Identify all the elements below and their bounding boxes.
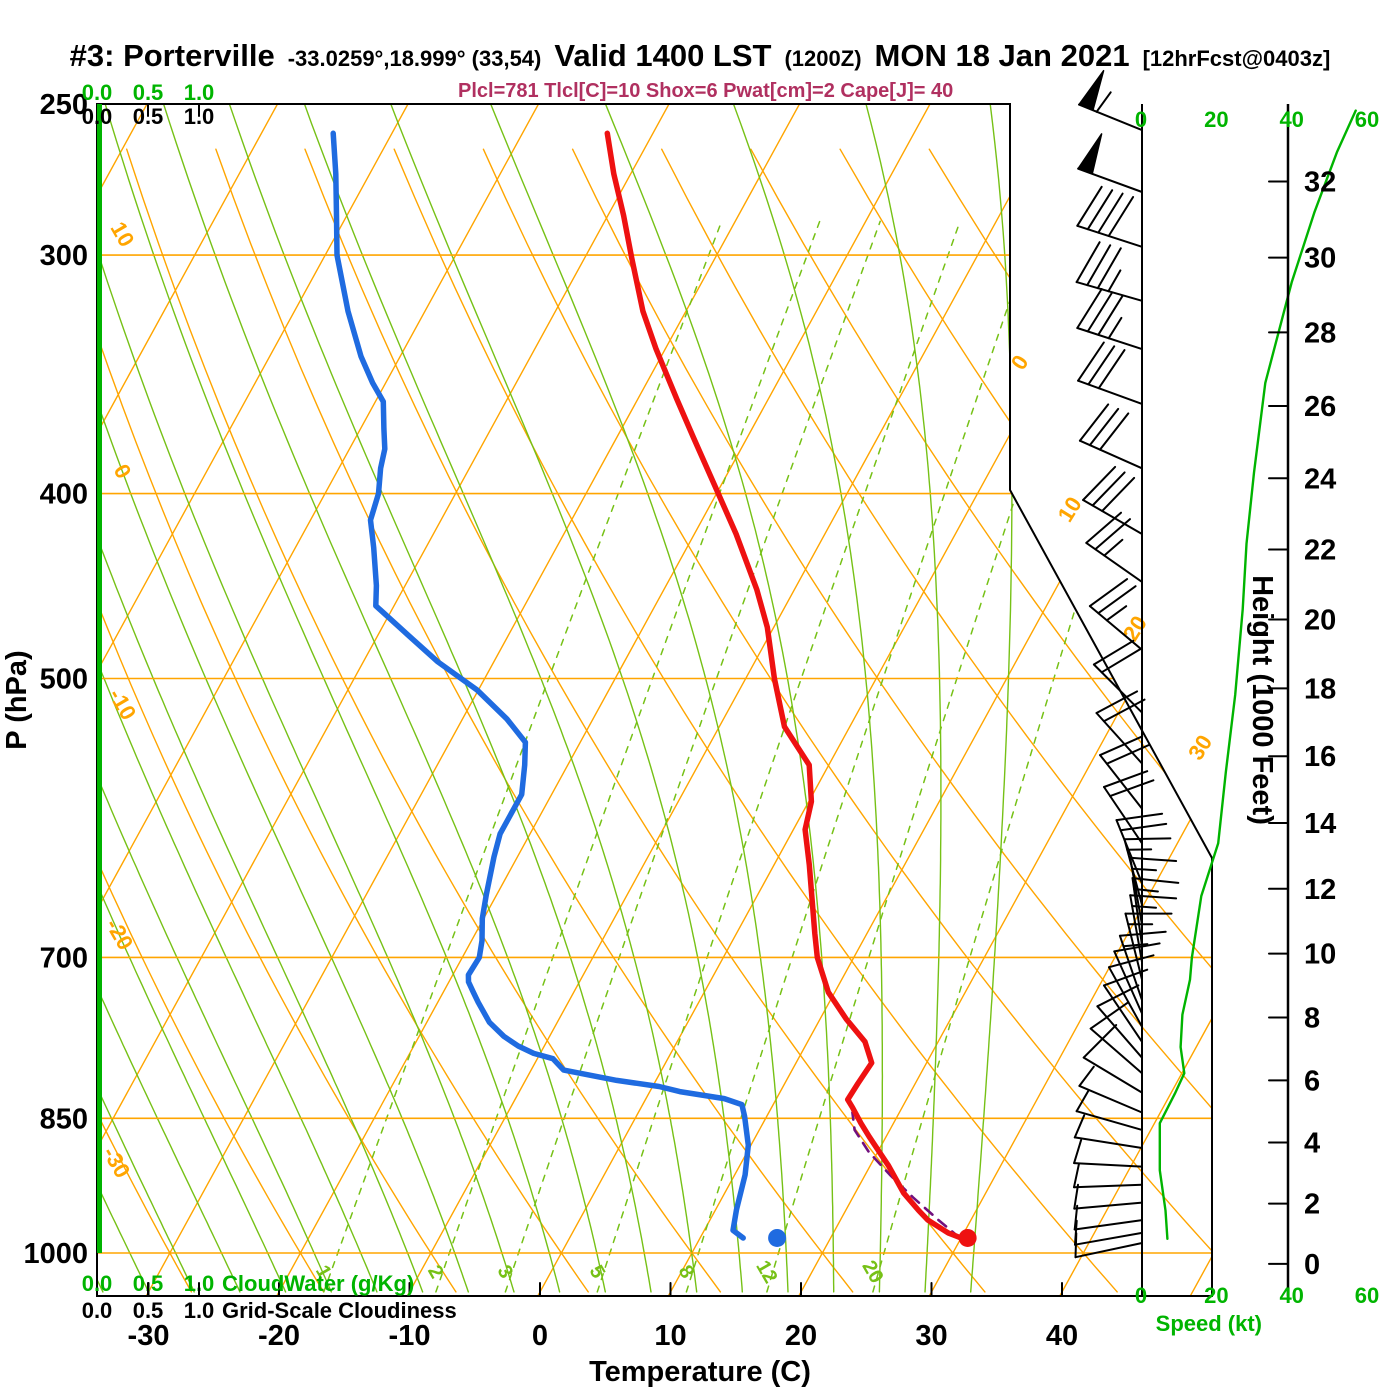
svg-text:0: 0 <box>1304 1249 1320 1281</box>
station-name: #3: Porterville <box>69 38 275 73</box>
dewpoint-curve <box>330 130 752 1241</box>
svg-text:0.0: 0.0 <box>82 104 113 129</box>
svg-text:1.0: 1.0 <box>184 1298 215 1323</box>
svg-text:0: 0 <box>1135 107 1147 132</box>
svg-text:30: 30 <box>1304 243 1336 275</box>
svg-text:2: 2 <box>1304 1189 1320 1221</box>
svg-text:16: 16 <box>1304 741 1336 773</box>
svg-text:10: 10 <box>654 1320 686 1352</box>
svg-text:250: 250 <box>40 89 88 121</box>
sounding-indices: Plcl=781 Tlcl[C]=10 Shox=6 Pwat[cm]=2 Ca… <box>458 80 954 102</box>
svg-text:CloudWater (g/Kg): CloudWater (g/Kg) <box>222 1271 414 1296</box>
svg-text:18: 18 <box>1304 673 1336 705</box>
svg-text:Height (1000 Feet): Height (1000 Feet) <box>1246 575 1278 825</box>
svg-text:10: 10 <box>1053 492 1087 526</box>
frame-border <box>96 103 1213 1297</box>
svg-text:-20: -20 <box>258 1320 300 1352</box>
svg-text:Temperature (C): Temperature (C) <box>589 1356 811 1388</box>
isotherm-lines <box>97 104 1212 1296</box>
pressure-gridlines <box>97 254 1212 1254</box>
svg-text:20: 20 <box>1304 604 1336 636</box>
svg-text:5: 5 <box>585 1262 610 1283</box>
station-coords: -33.0259°,18.999° (33,54) <box>287 46 542 71</box>
svg-text:28: 28 <box>1304 317 1336 349</box>
svg-text:12: 12 <box>1304 874 1336 906</box>
svg-text:0.0: 0.0 <box>82 1298 113 1323</box>
svg-text:20: 20 <box>1204 107 1228 132</box>
svg-text:20: 20 <box>857 1257 887 1287</box>
svg-text:6: 6 <box>1304 1065 1320 1097</box>
svg-text:20: 20 <box>1118 611 1152 645</box>
svg-text:40: 40 <box>1279 107 1303 132</box>
svg-text:40: 40 <box>1279 1283 1303 1308</box>
svg-text:4: 4 <box>1304 1127 1320 1159</box>
svg-text:24: 24 <box>1304 463 1336 495</box>
svg-text:1.0: 1.0 <box>184 80 215 105</box>
svg-text:10: 10 <box>1304 939 1336 971</box>
svg-text:14: 14 <box>1304 808 1336 840</box>
svg-text:400: 400 <box>40 479 88 511</box>
svg-text:300: 300 <box>40 240 88 272</box>
svg-text:8: 8 <box>1304 1002 1320 1034</box>
svg-text:30: 30 <box>1183 730 1217 764</box>
chart-title: #3: Porterville -33.0259°,18.999° (33,54… <box>0 38 1400 74</box>
svg-text:0: 0 <box>532 1320 548 1352</box>
surface-temperature-dot <box>958 1228 977 1247</box>
surface-points <box>768 1228 977 1247</box>
parcel-path <box>851 1111 962 1240</box>
svg-text:Speed (kt): Speed (kt) <box>1156 1311 1262 1336</box>
temperature-curve <box>604 130 964 1241</box>
svg-text:0.5: 0.5 <box>133 80 164 105</box>
zulu-time: (1200Z) <box>784 46 862 71</box>
valid-date: MON 18 Jan 2021 <box>874 38 1130 73</box>
svg-text:Grid-Scale Cloudiness: Grid-Scale Cloudiness <box>222 1298 457 1323</box>
svg-text:60: 60 <box>1355 107 1379 132</box>
temperature-axis: -30 -20 -10 0 10 20 30 40 Temperature (C) <box>128 1282 1078 1388</box>
surface-dewpoint-dot <box>768 1228 787 1247</box>
plot-frame <box>96 103 1213 1297</box>
svg-text:32: 32 <box>1304 166 1336 198</box>
svg-text:26: 26 <box>1304 391 1336 423</box>
moist-adiabat-lines <box>97 104 1013 1293</box>
svg-text:700: 700 <box>40 942 88 974</box>
svg-text:0: 0 <box>1135 1283 1147 1308</box>
wind-barbs <box>1073 69 1180 1296</box>
svg-text:30: 30 <box>915 1320 947 1352</box>
valid-time: Valid 1400 LST <box>554 38 772 73</box>
svg-text:20: 20 <box>785 1320 817 1352</box>
svg-text:-20: -20 <box>101 914 139 954</box>
svg-text:P (hPa): P (hPa) <box>1 650 33 749</box>
svg-text:0.0: 0.0 <box>82 1271 113 1296</box>
svg-text:-30: -30 <box>128 1320 170 1352</box>
svg-text:-10: -10 <box>389 1320 431 1352</box>
forecast-tag: [12hrFcst@0403z] <box>1142 46 1331 71</box>
pressure-axis: 250 300 400 500 700 850 1000 P (hPa) <box>1 89 88 1270</box>
dry-adiabat-lines <box>97 148 1212 1293</box>
mixing-ratio-lines <box>323 220 1199 1293</box>
svg-text:0: 0 <box>109 460 137 483</box>
svg-text:22: 22 <box>1304 534 1336 566</box>
cloudwater-scale: 0.00.00.50.51.01.00.00.00.50.51.01.0Clou… <box>82 80 457 1323</box>
svg-text:850: 850 <box>40 1103 88 1135</box>
svg-text:0.5: 0.5 <box>133 1298 164 1323</box>
svg-text:2: 2 <box>423 1262 448 1283</box>
svg-text:40: 40 <box>1046 1320 1078 1352</box>
svg-text:500: 500 <box>40 664 88 696</box>
svg-text:12: 12 <box>751 1257 781 1287</box>
svg-text:20: 20 <box>1204 1283 1228 1308</box>
svg-text:60: 60 <box>1355 1283 1379 1308</box>
svg-text:1000: 1000 <box>23 1238 88 1270</box>
svg-text:0.0: 0.0 <box>82 80 113 105</box>
svg-text:3: 3 <box>493 1262 518 1283</box>
svg-text:10: 10 <box>106 217 140 251</box>
